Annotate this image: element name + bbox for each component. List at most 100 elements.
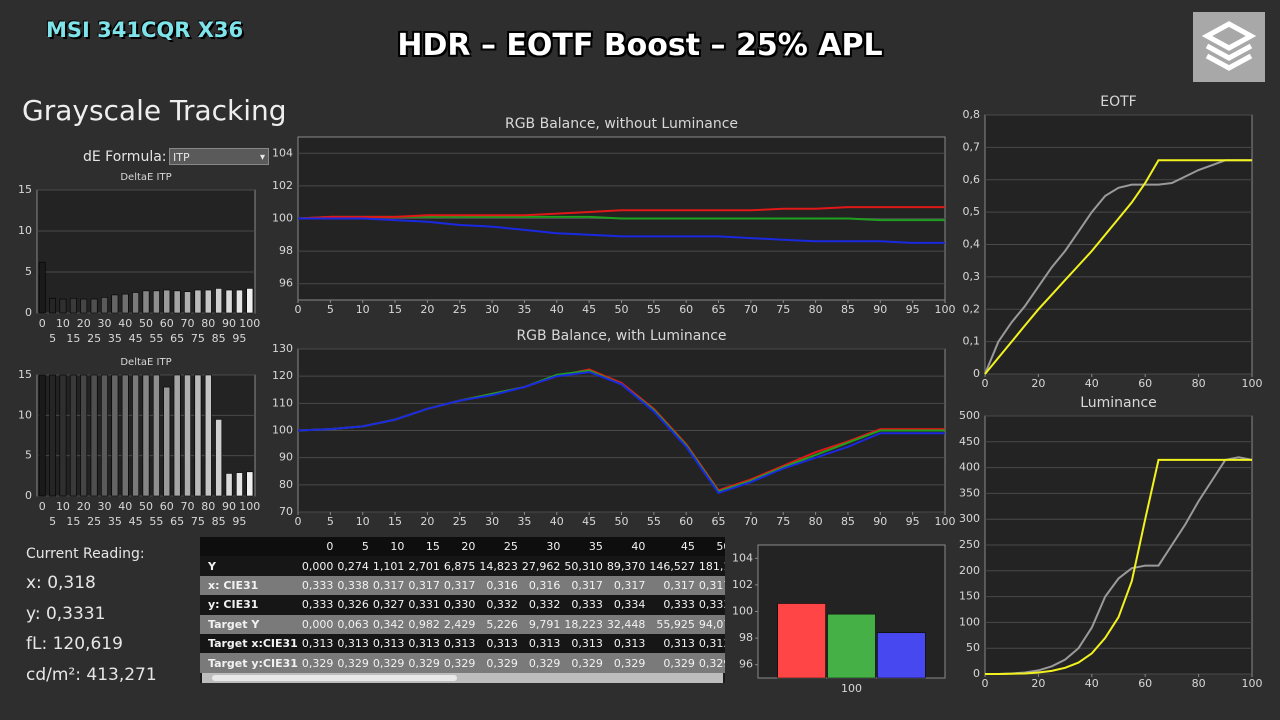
x-tick-label: 65: [712, 515, 726, 528]
y-tick-label: 300: [959, 512, 980, 525]
x-tick-label: 100: [935, 515, 956, 528]
cell: 0,313: [335, 633, 371, 654]
cell: 0,316: [477, 575, 520, 596]
scrollbar[interactable]: [202, 673, 723, 683]
bar: [827, 613, 876, 679]
x-tick-label: 55: [149, 515, 163, 528]
bar: [121, 293, 129, 314]
cell: 0,329: [370, 653, 407, 673]
bar: [246, 288, 254, 314]
headline: HDR – EOTF Boost – 25% APL: [397, 28, 883, 63]
x-tick-label: 35: [108, 332, 122, 345]
y-tick-label: 0,7: [963, 140, 981, 153]
x-tick-label: 20: [77, 317, 91, 330]
x-tick-label: 25: [87, 332, 101, 345]
cell: 2,701: [406, 556, 442, 576]
bar: [152, 290, 160, 314]
series-line: [297, 206, 945, 220]
bar: [80, 298, 88, 314]
cell: 0,000: [299, 556, 336, 576]
row-label: Target Y: [200, 614, 300, 634]
y-tick-label: 0,3: [963, 270, 981, 283]
x-tick-label: 65: [170, 332, 184, 345]
x-tick-label: 10: [356, 515, 370, 528]
header-cell: [200, 537, 300, 557]
x-tick-label: 100: [239, 317, 260, 330]
x-tick-label: 0: [39, 500, 46, 513]
cell: 0,342: [370, 614, 407, 634]
x-tick-label: 45: [582, 515, 596, 528]
cell: 0,329: [696, 653, 725, 673]
y-tick-label: 50: [966, 641, 980, 654]
section-title: Grayscale Tracking: [22, 94, 287, 127]
bar: [194, 374, 202, 497]
cell: 0,317: [562, 575, 605, 596]
header-cell: 20: [441, 537, 478, 557]
x-tick-label: 70: [181, 317, 195, 330]
x-tick-label: 65: [712, 303, 726, 316]
x-tick-label: 50: [139, 500, 153, 513]
cell: 0,329: [406, 653, 442, 673]
bar: [173, 374, 181, 497]
x-tick-label: 100: [841, 682, 862, 695]
x-tick-label: 40: [1085, 677, 1099, 690]
bar: [236, 472, 243, 497]
cell: 0,274: [335, 556, 371, 576]
series-line: [297, 371, 945, 495]
y-tick-label: 450: [959, 435, 980, 448]
cell: 94,07: [696, 614, 725, 634]
header-cell: 40: [604, 537, 648, 557]
series-line: [985, 456, 1253, 675]
y-tick-label: 250: [959, 538, 980, 551]
x-tick-label: 5: [49, 515, 56, 528]
y-tick-label: 0,6: [963, 173, 981, 186]
bar: [236, 289, 243, 314]
y-tick-label: 80: [279, 478, 293, 491]
y-tick-label: 5: [25, 449, 32, 462]
table-row: y: CIE31 0,333 0,326 0,327 0,331 0,330 0,332 0,…: [200, 595, 725, 615]
cell: 2,429: [441, 614, 478, 634]
cell: 0,332: [477, 595, 520, 615]
cell: 0,329: [477, 653, 520, 673]
cell: 5,226: [477, 614, 520, 634]
logo-icon: [1201, 21, 1257, 71]
cell: 0,329: [335, 653, 371, 673]
cell: 0,329: [441, 653, 478, 673]
cell: 32,448: [604, 614, 648, 634]
cell: 146,527: [647, 556, 697, 576]
bar: [173, 290, 181, 314]
cell: 55,925: [647, 614, 697, 634]
cell: 0,334: [604, 595, 648, 615]
scroll-thumb[interactable]: [212, 675, 457, 681]
cell: 0,313: [406, 633, 442, 654]
x-tick-label: 60: [1138, 377, 1152, 390]
cell: 0,313: [562, 633, 605, 654]
cell: 0,331: [406, 595, 442, 615]
y-tick-label: 120: [272, 369, 293, 382]
chart-title: EOTF: [1100, 94, 1136, 110]
y-tick-label: 15: [18, 368, 32, 381]
x-tick-label: 95: [232, 332, 246, 345]
y-tick-label: 0,2: [963, 302, 981, 315]
x-tick-label: 0: [982, 677, 989, 690]
x-tick-label: 5: [327, 303, 334, 316]
cell: 0,333: [696, 595, 725, 615]
cell: 0,313: [519, 633, 563, 654]
cell: 0,313: [477, 633, 520, 654]
formula-select[interactable]: ITP: [169, 148, 269, 166]
cell: 0,327: [370, 595, 407, 615]
cell: 0,332: [519, 595, 563, 615]
header-cell: 45: [647, 537, 697, 557]
bar: [121, 374, 129, 497]
table-row: Y 0,000 0,274 1,101 2,701 6,875 14,823 27,962 50…: [200, 556, 725, 576]
x-tick-label: 75: [191, 332, 205, 345]
x-tick-label: 35: [108, 515, 122, 528]
series-line: [985, 458, 1252, 675]
reading-line: x: 0,318: [26, 573, 96, 593]
bar: [225, 289, 233, 314]
x-tick-label: 50: [139, 317, 153, 330]
y-tick-label: 104: [272, 146, 293, 159]
cell: 0,317: [696, 575, 725, 596]
